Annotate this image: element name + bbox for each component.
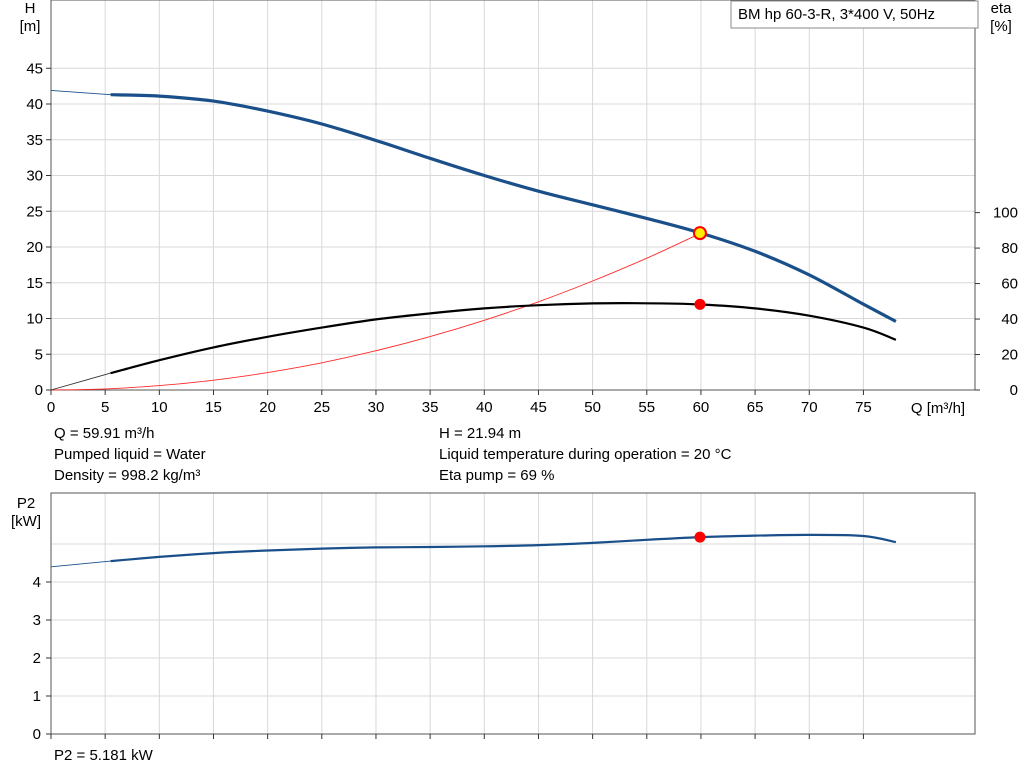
info-density: Density = 998.2 kg/m³	[54, 467, 201, 484]
y2-tick-label: 0	[1010, 382, 1018, 399]
info-eta-pump: Eta pump = 69 %	[439, 467, 555, 484]
power-curve-extrapolated	[50, 560, 111, 568]
y-tick-label: 25	[26, 203, 43, 220]
y-tick-label: 5	[35, 346, 43, 363]
top-plot-frame	[50, 0, 976, 391]
x-tick-label: 75	[855, 399, 872, 416]
y-tick-label: 40	[26, 96, 43, 113]
x-axis-label: Q [m³/h]	[911, 400, 965, 417]
info-liquid: Pumped liquid = Water	[54, 446, 206, 463]
y-axis-label-h: H [m]	[20, 0, 41, 35]
bottom-grid	[50, 493, 975, 735]
x-tick-label: 55	[638, 399, 655, 416]
x-tick-label: 70	[801, 399, 818, 416]
bottom-plot-frame	[50, 492, 976, 735]
y2-tick-label: 40	[1001, 311, 1018, 328]
p2-label-line: P2	[17, 495, 35, 512]
top-grid	[50, 0, 975, 391]
eta-curve-extrapolated	[50, 372, 111, 391]
y2-axis-label-eta: eta [%]	[990, 0, 1012, 35]
bottom-series	[50, 531, 897, 568]
info-p2: P2 = 5.181 kW	[54, 747, 153, 764]
y2-tick-label: 80	[1001, 240, 1018, 257]
y2-tick-label: 60	[1001, 276, 1018, 293]
x-tick-label: 20	[259, 399, 276, 416]
head-curve-extrapolated	[50, 89, 111, 96]
info-head: H = 21.94 m	[439, 425, 522, 442]
system-curve-line	[50, 232, 702, 391]
y2-tick-label: 100	[993, 205, 1018, 222]
p2-tick-label: 0	[33, 726, 41, 743]
x-tick-label: 15	[205, 399, 222, 416]
x-tick-label: 45	[530, 399, 547, 416]
y-tick-label: 30	[26, 168, 43, 185]
bottom-ticks: 0 1 2 3 4	[33, 574, 864, 743]
y-axis-label-p2: P2 [kW]	[11, 495, 41, 530]
y-tick-label: 10	[26, 311, 43, 328]
y2-label-line: [%]	[990, 18, 1012, 35]
x-tick-label: 50	[584, 399, 601, 416]
eta-curve-line	[110, 302, 897, 375]
y2-label-line: eta	[991, 0, 1013, 17]
top-series	[50, 89, 897, 391]
x-tick-label: 25	[313, 399, 330, 416]
x-tick-label: 30	[368, 399, 385, 416]
x-tick-label: 0	[47, 399, 55, 416]
head-curve-line	[110, 93, 897, 323]
y-tick-label: 45	[26, 60, 43, 77]
y-tick-label: 20	[26, 239, 43, 256]
info-temperature: Liquid temperature during operation = 20…	[439, 446, 732, 463]
x-tick-label: 60	[693, 399, 710, 416]
p2-tick-label: 1	[33, 688, 41, 705]
x-tick-label: 5	[101, 399, 109, 416]
y-tick-label: 15	[26, 275, 43, 292]
model-label-box	[730, 0, 979, 29]
p2-tick-label: 4	[33, 574, 41, 591]
p2-tick-label: 2	[33, 650, 41, 667]
y-tick-label: 35	[26, 132, 43, 149]
x-tick-label: 35	[422, 399, 439, 416]
model-label: BM hp 60-3-R, 3*400 V, 50Hz	[738, 6, 935, 23]
p2-tick-label: 3	[33, 612, 41, 629]
y-tick-label: 0	[35, 382, 43, 399]
y2-tick-label: 20	[1001, 347, 1018, 364]
info-flow: Q = 59.91 m³/h	[54, 425, 155, 442]
x-tick-label: 65	[747, 399, 764, 416]
head-duty-point	[692, 226, 707, 241]
top-ticks: 0 5 10 15 20 25 30 35 40 45 50 55 60 65 70 75 0 5 10 15 20 25…	[26, 60, 1018, 416]
y-label-line: [m]	[20, 18, 41, 35]
x-tick-label: 40	[476, 399, 493, 416]
x-tick-label: 10	[151, 399, 168, 416]
power-curve-line	[110, 533, 897, 563]
power-duty-point	[694, 531, 706, 543]
eta-duty-point	[694, 298, 706, 310]
y-label-line: H	[25, 0, 36, 17]
p2-label-line: [kW]	[11, 513, 41, 530]
